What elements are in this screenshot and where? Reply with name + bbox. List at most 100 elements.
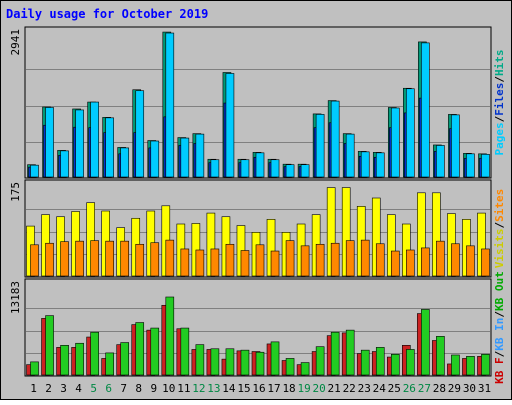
bar-kb-out-day-14 xyxy=(225,348,235,376)
bar-sites-day-21 xyxy=(330,242,340,277)
panel-visits-sites: 175 Visits/Sites xyxy=(9,179,506,278)
x-tick-label: 26 xyxy=(403,382,416,395)
bar-pages-day-14 xyxy=(225,73,235,178)
bar-pages-day-3 xyxy=(60,150,69,178)
legend-entry: KB Out xyxy=(493,271,506,311)
legend-entry: / xyxy=(493,222,506,229)
bar-sites-day-13 xyxy=(210,248,220,277)
bar-kb-out-day-8 xyxy=(135,322,145,376)
x-tick-label: 18 xyxy=(282,382,295,395)
bar-pages-day-13 xyxy=(210,159,220,178)
bar-kb-out-day-31 xyxy=(481,353,490,376)
bar-kb-out-day-9 xyxy=(150,327,160,376)
legend: KB F/KB In/KB Out xyxy=(493,271,506,384)
x-tick-label: 15 xyxy=(237,382,250,395)
x-tick-label: 31 xyxy=(478,382,491,395)
bar-sites-day-15 xyxy=(240,250,250,277)
bar-pages-day-9 xyxy=(150,140,160,178)
bar-kb-out-day-27 xyxy=(421,309,430,376)
bar-sites-day-16 xyxy=(255,244,265,277)
bar-sites-day-27 xyxy=(421,247,430,277)
bar-sites-day-6 xyxy=(105,240,114,277)
legend-entry: Sites xyxy=(493,189,506,222)
x-tick-label: 3 xyxy=(60,382,67,395)
x-tick-label: 6 xyxy=(105,382,112,395)
x-tick-label: 17 xyxy=(267,382,280,395)
bar-sites-day-26 xyxy=(406,249,415,277)
bar-pages-day-11 xyxy=(180,137,190,178)
x-tick-label: 10 xyxy=(162,382,175,395)
bar-kb-out-day-15 xyxy=(240,349,250,376)
bar-sites-day-5 xyxy=(90,240,99,277)
bar-sites-day-10 xyxy=(165,239,175,277)
bar-pages-day-20 xyxy=(315,114,325,178)
x-tick-label: 11 xyxy=(177,382,190,395)
x-tick-label: 14 xyxy=(222,382,236,395)
bar-pages-day-17 xyxy=(270,159,280,178)
bar-sites-day-19 xyxy=(300,245,310,277)
bar-pages-day-18 xyxy=(285,164,295,178)
bar-pages-day-5 xyxy=(90,101,99,178)
legend-entry: KB In xyxy=(493,318,506,351)
bar-sites-day-11 xyxy=(180,248,190,277)
legend-entry: / xyxy=(493,115,506,122)
bar-sites-day-7 xyxy=(120,240,130,277)
bar-pages-day-8 xyxy=(135,90,145,178)
x-tick-label: 13 xyxy=(207,382,220,395)
bar-kb-out-day-2 xyxy=(45,315,54,376)
bar-kb-out-day-23 xyxy=(360,349,370,376)
bar-kb-out-day-12 xyxy=(195,344,205,376)
x-axis: 1 2 3 4 5 6 7 8 9 10 11 12 13 14 15 16 17 18 19 20 21 22 23 24 2… xyxy=(30,382,491,395)
bar-pages-day-26 xyxy=(406,88,415,178)
bar-pages-day-19 xyxy=(300,164,310,178)
bar-kb-out-day-26 xyxy=(406,349,415,376)
x-tick-label: 1 xyxy=(30,382,37,395)
bar-pages-day-16 xyxy=(255,152,265,178)
bar-sites-day-23 xyxy=(360,239,370,277)
bar-kb-out-day-19 xyxy=(300,362,310,376)
bar-kb-out-day-11 xyxy=(180,327,190,376)
bar-pages-day-12 xyxy=(195,133,205,178)
bar-kb-out-day-1 xyxy=(30,361,39,376)
bar-kb-out-day-3 xyxy=(60,345,69,376)
bar-pages-day-27 xyxy=(421,42,430,178)
bar-sites-day-31 xyxy=(481,248,490,277)
bar-kb-out-day-20 xyxy=(315,346,325,376)
bar-pages-day-31 xyxy=(481,154,490,178)
legend-entry: Visits xyxy=(493,229,506,269)
bar-sites-day-18 xyxy=(285,240,295,277)
y-max-label: 175 xyxy=(9,182,22,202)
bar-pages-day-6 xyxy=(105,117,114,178)
bar-sites-day-24 xyxy=(375,243,385,277)
bar-sites-day-29 xyxy=(451,243,460,277)
bar-pages-day-1 xyxy=(30,164,39,178)
bar-kb-out-day-29 xyxy=(451,354,460,376)
legend-entry: Files xyxy=(493,83,506,116)
bar-pages-day-24 xyxy=(375,152,385,178)
bar-pages-day-2 xyxy=(45,107,54,178)
bar-kb-out-day-21 xyxy=(330,331,340,376)
bar-sites-day-12 xyxy=(195,249,205,277)
legend: Visits/Sites xyxy=(493,189,506,269)
x-tick-label: 29 xyxy=(448,382,461,395)
bar-pages-day-25 xyxy=(390,107,400,178)
bar-pages-day-23 xyxy=(360,151,370,178)
x-tick-label: 5 xyxy=(90,382,97,395)
bar-kb-out-day-18 xyxy=(285,358,295,376)
bar-kb-out-day-17 xyxy=(270,341,280,376)
x-tick-label: 21 xyxy=(328,382,341,395)
legend-entry: KB F xyxy=(493,357,506,384)
bar-sites-day-22 xyxy=(345,240,355,277)
x-tick-label: 20 xyxy=(313,382,326,395)
bar-pages-day-7 xyxy=(120,147,130,178)
bar-pages-day-28 xyxy=(436,145,445,178)
x-tick-label: 25 xyxy=(388,382,401,395)
chart-title: Daily usage for October 2019 xyxy=(6,7,208,21)
x-tick-label: 12 xyxy=(192,382,205,395)
x-tick-label: 27 xyxy=(418,382,431,395)
bar-kb-out-day-30 xyxy=(466,356,475,376)
